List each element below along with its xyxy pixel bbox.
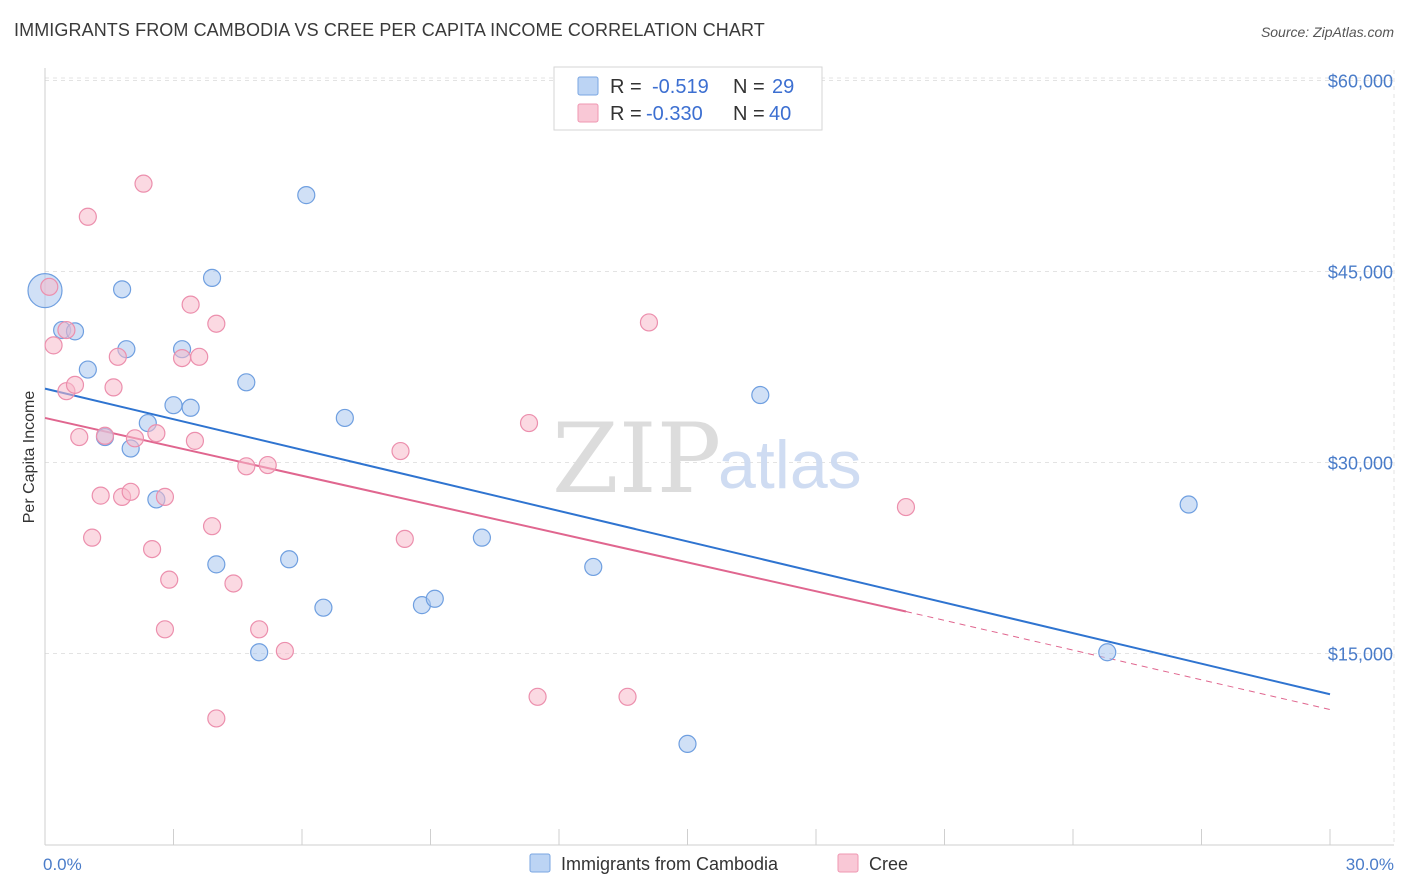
point-pink-30 <box>250 620 269 639</box>
point-pink-11 <box>108 347 127 366</box>
point-pink-14 <box>125 429 145 448</box>
point-pink-33 <box>391 441 410 461</box>
watermark: ZIP atlas <box>552 403 862 515</box>
legend-bottom-swatch-blue <box>529 853 551 873</box>
legend-bottom-swatch-pink <box>837 853 859 873</box>
data-points <box>27 174 1198 754</box>
legend-r-label-1: R = <box>610 76 642 98</box>
x-tick-label-max: 30.0% <box>1346 855 1394 874</box>
point-pink-17 <box>147 424 166 443</box>
legend-r-label-2: R = <box>610 103 642 125</box>
y-tick-label-3: $60,000 <box>1328 72 1393 92</box>
trend-line-blue <box>44 387 1331 696</box>
legend-r-value-1: -0.519 <box>652 76 709 98</box>
point-blue-5 <box>112 280 132 299</box>
point-pink-13 <box>121 482 140 501</box>
legend-bottom-label-cambodia: Immigrants from Cambodia <box>561 854 779 874</box>
point-pink-0 <box>40 277 59 296</box>
point-blue-24 <box>584 557 603 577</box>
point-pink-25 <box>202 517 222 536</box>
point-blue-3 <box>78 360 97 379</box>
trend-line-pink-extrapolated <box>905 610 1331 711</box>
point-blue-26 <box>751 385 770 405</box>
point-pink-8 <box>91 486 110 505</box>
point-pink-19 <box>155 620 175 639</box>
point-pink-2 <box>57 320 76 340</box>
legend-swatch-pink <box>577 103 599 123</box>
point-pink-15 <box>134 174 153 193</box>
point-pink-39 <box>896 497 916 517</box>
point-pink-7 <box>83 528 102 547</box>
point-blue-28 <box>1179 495 1198 514</box>
legend-r-value-2: -0.330 <box>646 103 703 125</box>
point-blue-13 <box>202 268 222 287</box>
watermark-atlas: atlas <box>718 427 862 503</box>
y-tick-labels: $15,000 $30,000 $45,000 $60,000 <box>1328 72 1393 665</box>
point-pink-35 <box>519 413 539 433</box>
point-pink-1 <box>44 336 63 355</box>
trend-line-pink <box>44 416 907 613</box>
point-pink-10 <box>104 378 123 397</box>
trend-lines <box>44 387 1331 711</box>
legend-stats: R = -0.519 N = 29 R = -0.330 N = 40 <box>553 66 823 131</box>
point-pink-21 <box>172 348 192 368</box>
legend-bottom-label-cree: Cree <box>869 854 908 874</box>
point-pink-29 <box>237 457 256 476</box>
point-pink-9 <box>95 426 115 445</box>
legend-n-value-1: 29 <box>772 76 794 98</box>
y-tick-label-0: $15,000 <box>1328 645 1393 665</box>
point-pink-34 <box>395 529 414 549</box>
point-blue-20 <box>335 408 354 428</box>
chart-title: IMMIGRANTS FROM CAMBODIA VS CREE PER CAP… <box>14 20 765 40</box>
point-pink-31 <box>258 455 277 475</box>
y-axis-label: Per Capita Income <box>21 391 38 524</box>
point-pink-23 <box>185 431 205 450</box>
point-pink-24 <box>190 347 209 366</box>
point-blue-14 <box>207 555 226 574</box>
point-pink-5 <box>70 427 89 447</box>
legend-series: Immigrants from Cambodia Cree <box>529 853 908 874</box>
point-pink-38 <box>639 313 659 332</box>
point-blue-23 <box>472 528 491 547</box>
point-pink-20 <box>160 570 179 589</box>
point-pink-6 <box>78 207 97 226</box>
point-blue-17 <box>280 550 299 569</box>
point-blue-25 <box>678 734 697 754</box>
point-blue-18 <box>297 186 316 205</box>
point-pink-26 <box>207 314 226 333</box>
point-pink-32 <box>275 641 294 661</box>
point-pink-36 <box>528 687 547 706</box>
point-pink-4 <box>65 375 85 394</box>
point-blue-12 <box>181 398 200 417</box>
y-tick-label-1: $30,000 <box>1328 454 1393 474</box>
point-pink-28 <box>224 574 243 593</box>
legend-n-value-2: 40 <box>769 103 791 125</box>
point-blue-27 <box>1098 643 1117 662</box>
point-blue-15 <box>237 373 256 392</box>
y-tick-label-2: $45,000 <box>1328 263 1393 283</box>
point-blue-19 <box>314 598 333 617</box>
point-blue-22 <box>425 589 444 608</box>
x-tick-label-min: 0.0% <box>43 855 82 874</box>
point-blue-10 <box>164 396 183 415</box>
legend-n-label-2: N = <box>733 103 765 125</box>
point-pink-27 <box>207 709 226 728</box>
point-pink-22 <box>181 295 200 314</box>
watermark-zip: ZIP <box>552 403 721 515</box>
legend-n-label-1: N = <box>733 76 765 98</box>
point-pink-16 <box>142 539 162 559</box>
point-blue-16 <box>250 643 269 662</box>
source-credit: Source: ZipAtlas.com <box>1260 24 1394 40</box>
legend-swatch-blue <box>577 76 599 96</box>
point-pink-18 <box>155 487 175 506</box>
axes <box>44 68 1394 846</box>
point-pink-37 <box>618 687 637 706</box>
